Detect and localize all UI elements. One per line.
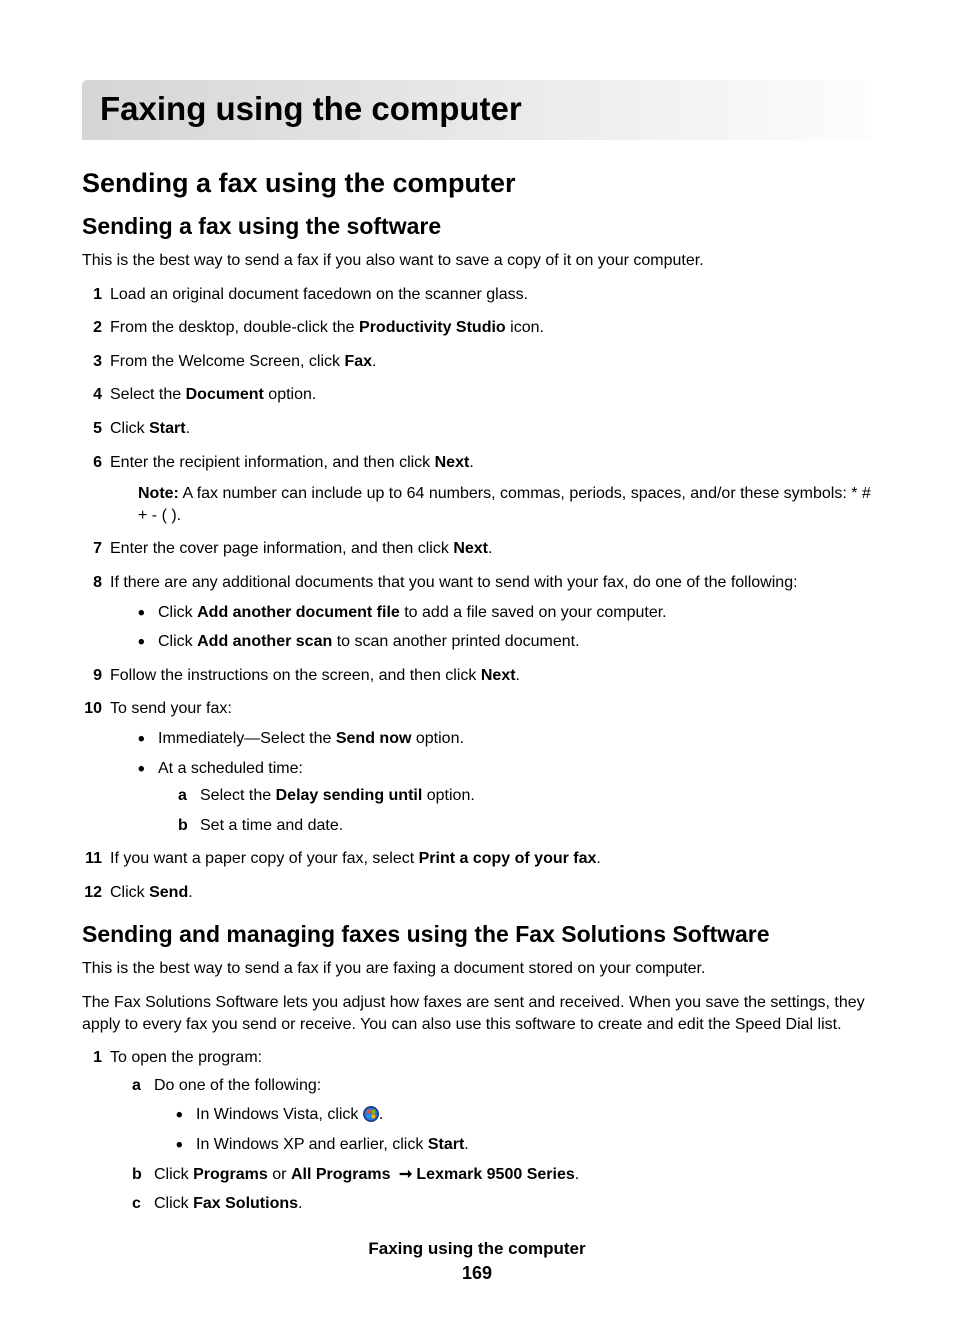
paragraph: The Fax Solutions Software lets you adju… — [82, 992, 872, 1035]
alpha-item: Do one of the following: In Windows Vist… — [132, 1075, 872, 1156]
step-item: Select the Document option. — [82, 384, 872, 406]
subsection-heading: Sending a fax using the software — [82, 213, 872, 240]
step-item: From the desktop, double-click the Produ… — [82, 317, 872, 339]
steps-list: Load an original document facedown on th… — [82, 284, 872, 904]
step-item: Enter the cover page information, and th… — [82, 538, 872, 560]
alpha-item: Select the Delay sending until option. — [178, 785, 872, 807]
step-item: Enter the recipient information, and the… — [82, 452, 872, 527]
section-heading: Sending a fax using the computer — [82, 168, 872, 199]
steps-list: To open the program: Do one of the follo… — [82, 1047, 872, 1215]
step-item: To open the program: Do one of the follo… — [82, 1047, 872, 1215]
step-item: Load an original document facedown on th… — [82, 284, 872, 306]
step-item: From the Welcome Screen, click Fax. — [82, 351, 872, 373]
step-item: Follow the instructions on the screen, a… — [82, 665, 872, 687]
step-item: If you want a paper copy of your fax, se… — [82, 848, 872, 870]
bullet-item: In Windows Vista, click . — [176, 1104, 872, 1126]
note: Note: A fax number can include up to 64 … — [138, 483, 872, 526]
bullet-item: Immediately—Select the Send now option. — [138, 728, 872, 750]
sub-bullets: Click Add another document file to add a… — [110, 602, 872, 653]
step-item: Click Send. — [82, 882, 872, 904]
alpha-item: Click Programs or All Programs ➞Lexmark … — [132, 1164, 872, 1186]
alpha-item: Set a time and date. — [178, 815, 872, 837]
page-number: 169 — [82, 1263, 872, 1284]
alpha-item: Click Fax Solutions. — [132, 1193, 872, 1215]
sub-bullets: Immediately—Select the Send now option. … — [110, 728, 872, 836]
bullet-item: Click Add another scan to scan another p… — [138, 631, 872, 653]
step-item: If there are any additional documents th… — [82, 572, 872, 653]
sub-bullets: In Windows Vista, click . In Windows XP … — [154, 1104, 872, 1155]
intro-paragraph: This is the best way to send a fax if yo… — [82, 250, 872, 272]
paragraph: This is the best way to send a fax if yo… — [82, 958, 872, 980]
arrow-icon: ➞ — [399, 1164, 412, 1186]
bullet-item: Click Add another document file to add a… — [138, 602, 872, 624]
subsection-heading: Sending and managing faxes using the Fax… — [82, 921, 872, 948]
page-footer: Faxing using the computer 169 — [82, 1239, 872, 1284]
alpha-list: Select the Delay sending until option. S… — [158, 785, 872, 836]
bullet-item: At a scheduled time: Select the Delay se… — [138, 758, 872, 837]
step-item: Click Start. — [82, 418, 872, 440]
step-item: To send your fax: Immediately—Select the… — [82, 698, 872, 836]
footer-title: Faxing using the computer — [82, 1239, 872, 1259]
alpha-list: Do one of the following: In Windows Vist… — [110, 1075, 872, 1215]
manual-page: Faxing using the computer Sending a fax … — [0, 0, 954, 1324]
bullet-item: In Windows XP and earlier, click Start. — [176, 1134, 872, 1156]
chapter-title: Faxing using the computer — [82, 80, 872, 140]
windows-start-icon — [363, 1106, 379, 1122]
